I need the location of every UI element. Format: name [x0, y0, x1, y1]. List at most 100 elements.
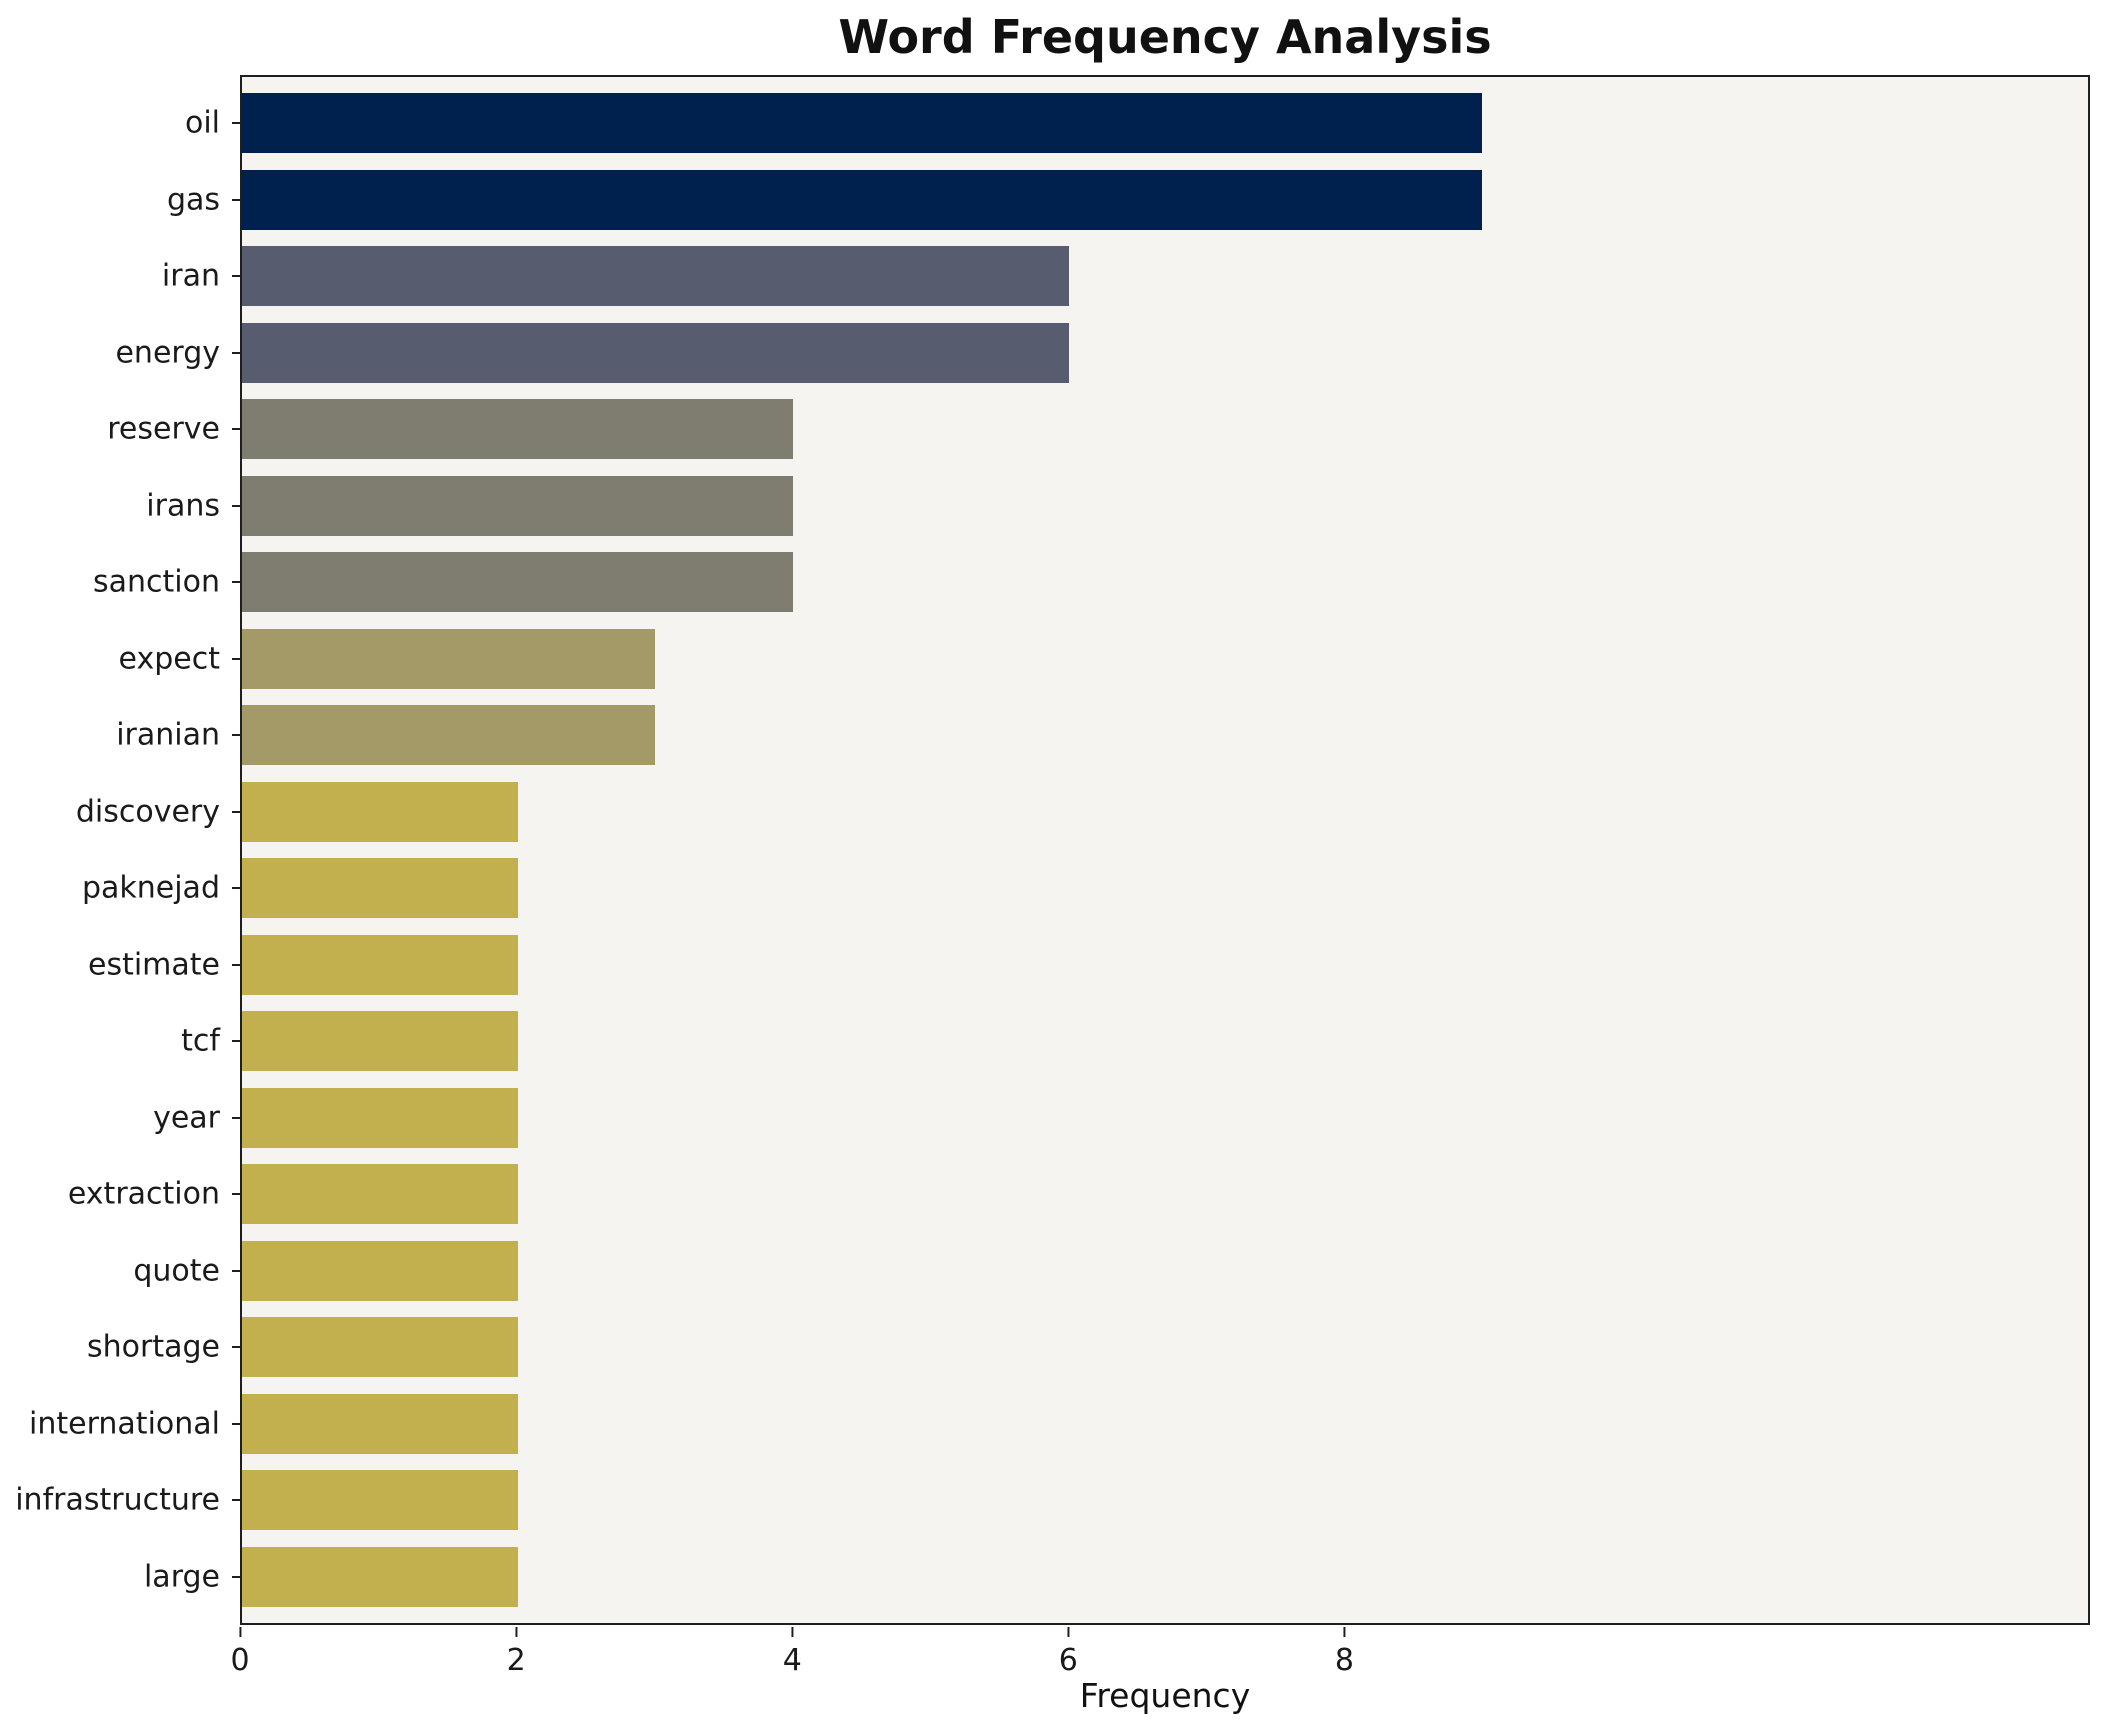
- y-tick-mark: [232, 1116, 242, 1119]
- bar-row: oil: [185, 85, 2088, 162]
- category-label: tcf: [181, 1023, 220, 1059]
- y-tick-mark: [232, 657, 242, 660]
- chart-title: Word Frequency Analysis: [838, 10, 1492, 64]
- bar-row: irans: [146, 468, 2088, 545]
- bar-row: energy: [115, 315, 2088, 392]
- bar-gas: [242, 169, 1482, 230]
- bar-discovery: [242, 781, 518, 842]
- x-tick: 4: [783, 1627, 802, 1678]
- category-label: year: [153, 1100, 220, 1136]
- bar-row: reserve: [107, 391, 2088, 468]
- y-tick-mark: [232, 1193, 242, 1196]
- bar-row: quote: [133, 1233, 2088, 1310]
- bar-row: year: [153, 1080, 2088, 1157]
- bar-energy: [242, 322, 1069, 383]
- bar-oil: [242, 93, 1482, 154]
- category-label: irans: [146, 488, 220, 524]
- bar-row: iran: [162, 238, 2088, 315]
- y-tick-mark: [232, 428, 242, 431]
- bar-international: [242, 1393, 518, 1454]
- y-tick-mark: [232, 504, 242, 507]
- bar-large: [242, 1546, 518, 1607]
- x-tick: 0: [230, 1627, 250, 1678]
- x-tick-mark: [791, 1627, 794, 1637]
- bar-row: gas: [167, 162, 2088, 239]
- bar-tcf: [242, 1011, 518, 1072]
- category-label: quote: [133, 1253, 220, 1289]
- bar-row: expect: [119, 621, 2088, 698]
- category-label: shortage: [87, 1329, 220, 1365]
- bar-iranian: [242, 705, 656, 766]
- bar-rows-container: oil gas iran energy reserve irans sanction expe…: [15, 77, 2088, 1623]
- bar-row: estimate: [88, 927, 2088, 1004]
- category-label: iranian: [116, 717, 220, 753]
- category-label: international: [29, 1406, 220, 1442]
- x-tick-label: 0: [230, 1643, 250, 1678]
- bar-irans: [242, 475, 794, 536]
- y-tick-mark: [232, 1499, 242, 1502]
- y-tick-mark: [232, 1575, 242, 1578]
- y-tick-mark: [232, 963, 242, 966]
- x-axis-label: Frequency: [1079, 1676, 1251, 1715]
- category-label: oil: [184, 105, 220, 141]
- x-tick-label: 2: [506, 1643, 526, 1678]
- category-label: gas: [166, 182, 220, 218]
- category-label: estimate: [87, 947, 220, 983]
- bar-row: shortage: [87, 1309, 2088, 1386]
- y-tick-mark: [232, 734, 242, 737]
- x-tick-label: 4: [782, 1643, 802, 1678]
- bar-infrastructure: [242, 1470, 518, 1531]
- bar-reserve: [242, 399, 794, 460]
- y-tick-mark: [232, 1422, 242, 1425]
- bar-paknejad: [242, 858, 518, 919]
- bar-row: international: [29, 1386, 2088, 1463]
- category-label: large: [143, 1559, 220, 1595]
- bar-row: extraction: [68, 1156, 2088, 1233]
- x-tick-mark: [239, 1627, 241, 1637]
- y-tick-mark: [232, 1040, 242, 1043]
- bar-row: discovery: [76, 774, 2088, 851]
- bar-iran: [242, 246, 1069, 307]
- y-tick-mark: [232, 122, 242, 125]
- bar-sanction: [242, 552, 794, 613]
- x-tick-mark: [1067, 1627, 1070, 1637]
- bar-year: [242, 1087, 518, 1148]
- category-label: sanction: [93, 564, 220, 600]
- y-tick-mark: [232, 887, 242, 890]
- x-tick: 2: [507, 1627, 526, 1678]
- bar-row: sanction: [93, 544, 2088, 621]
- category-label: iran: [161, 258, 220, 294]
- category-label: reserve: [107, 411, 220, 447]
- y-tick-mark: [232, 1346, 242, 1349]
- plot-area: oil gas iran energy reserve irans sanction expe…: [15, 75, 2090, 1625]
- bar-quote: [242, 1240, 518, 1301]
- bar-row: large: [144, 1539, 2088, 1616]
- bar-row: infrastructure: [15, 1462, 2088, 1539]
- x-tick: 8: [1335, 1627, 1354, 1678]
- y-tick-mark: [232, 198, 242, 201]
- y-tick-mark: [232, 1269, 242, 1272]
- x-tick: 6: [1059, 1627, 1078, 1678]
- bar-estimate: [242, 934, 518, 995]
- bar-row: iranian: [116, 697, 2088, 774]
- category-label: discovery: [75, 794, 220, 830]
- x-tick-mark: [515, 1627, 518, 1637]
- x-tick-label: 6: [1058, 1643, 1078, 1678]
- y-tick-mark: [232, 810, 242, 813]
- bar-row: paknejad: [82, 850, 2088, 927]
- y-tick-mark: [232, 351, 242, 354]
- bar-expect: [242, 628, 656, 689]
- x-tick-label: 8: [1334, 1643, 1355, 1678]
- category-label: paknejad: [81, 870, 220, 906]
- bar-row: tcf: [181, 1003, 2088, 1080]
- bar-shortage: [242, 1317, 518, 1378]
- category-label: energy: [115, 335, 220, 371]
- y-tick-mark: [232, 581, 242, 584]
- x-axis: 0 2 4 6 8: [230, 1627, 2090, 1697]
- y-tick-mark: [232, 275, 242, 278]
- category-label: extraction: [67, 1176, 220, 1212]
- bar-extraction: [242, 1164, 518, 1225]
- category-label: infrastructure: [15, 1482, 220, 1518]
- x-tick-mark: [1343, 1627, 1346, 1637]
